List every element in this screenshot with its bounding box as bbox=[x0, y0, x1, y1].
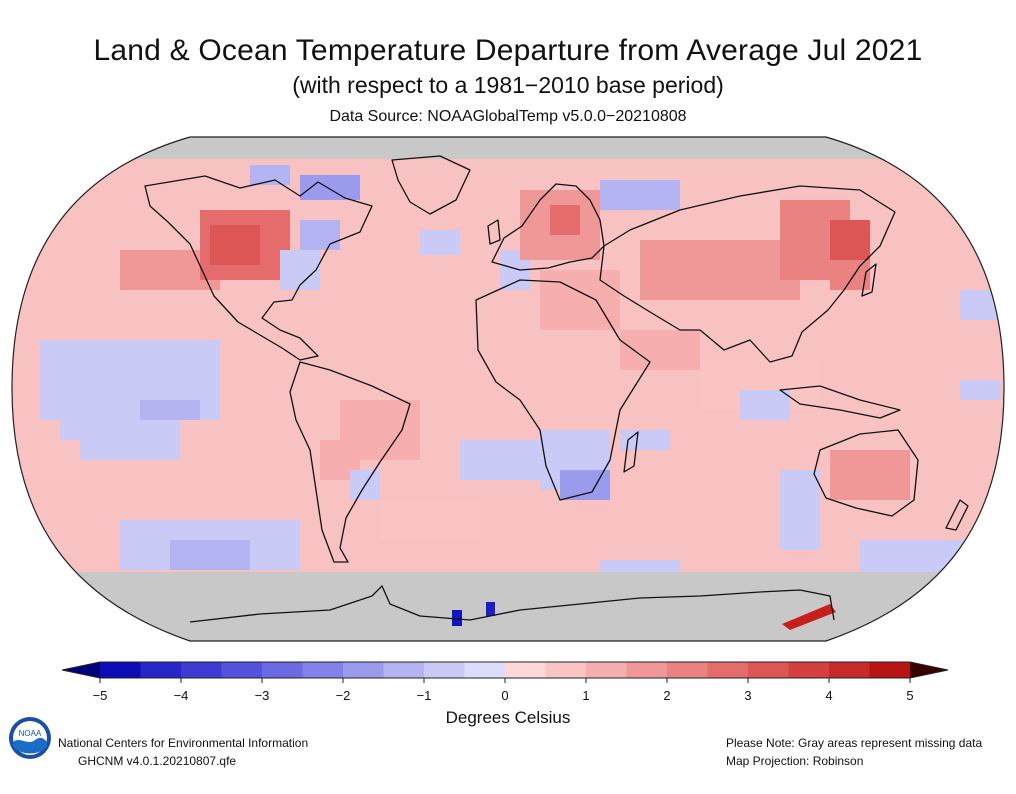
uk-coast bbox=[487, 219, 501, 245]
anomaly-cell bbox=[250, 165, 290, 185]
anomaly-cell bbox=[600, 180, 680, 210]
anomaly-cell bbox=[830, 450, 910, 500]
noaa-logo-icon: NOAA bbox=[9, 717, 51, 759]
madagascar-coast bbox=[623, 431, 639, 473]
anomaly-cell bbox=[280, 250, 320, 290]
anomaly-cell bbox=[960, 290, 1000, 320]
anomaly-cell bbox=[140, 400, 200, 420]
logo-text: NOAA bbox=[19, 729, 42, 738]
colorbar-segment bbox=[788, 662, 830, 678]
anomaly-cell bbox=[600, 560, 680, 574]
anomaly-cell bbox=[420, 230, 460, 255]
japan-coast bbox=[861, 263, 877, 297]
antarctic-cold-cell bbox=[452, 610, 462, 626]
anomaly-cell bbox=[300, 175, 360, 200]
coastlines bbox=[144, 155, 969, 623]
colorbar-segment bbox=[464, 662, 506, 678]
colorbar-segment bbox=[505, 662, 546, 678]
anomaly-cell bbox=[210, 225, 260, 265]
greenland-coast bbox=[391, 155, 471, 215]
colorbar-segment bbox=[829, 662, 870, 678]
missing-arctic bbox=[12, 137, 1004, 159]
colorbar-tick-label: 3 bbox=[744, 688, 751, 703]
colorbar-tick-label: −2 bbox=[336, 688, 351, 703]
colorbar-segment bbox=[181, 662, 222, 678]
north-america-coast bbox=[144, 175, 373, 361]
anomaly-cell bbox=[620, 330, 700, 370]
anomaly-cell bbox=[170, 540, 250, 570]
footer-note: Please Note: Gray areas represent missin… bbox=[726, 736, 983, 750]
anomaly-cell bbox=[780, 470, 820, 550]
footer-right: Please Note: Gray areas represent missin… bbox=[726, 734, 982, 770]
anomaly-cell bbox=[300, 220, 340, 250]
colorbar-tick-label: 1 bbox=[582, 688, 589, 703]
colorbar-tick-label: 2 bbox=[663, 688, 670, 703]
colorbar-tick-label: −3 bbox=[255, 688, 270, 703]
colorbar-segment bbox=[707, 662, 749, 678]
colorbar-segment bbox=[343, 662, 384, 678]
footer-version: GHCNM v4.0.1.20210807.qfe bbox=[78, 754, 237, 768]
missing-antarctic bbox=[12, 572, 1004, 641]
antarctic-warm-cell bbox=[782, 604, 836, 630]
antarctic-cold-cell bbox=[486, 602, 495, 616]
new-zealand-coast bbox=[945, 499, 969, 531]
anomaly-cell bbox=[540, 270, 620, 330]
colorbar-high-extension bbox=[910, 662, 948, 678]
anomaly-cell bbox=[380, 500, 480, 540]
anomaly-cell bbox=[550, 205, 580, 235]
colorbar-tick-label: 0 bbox=[501, 688, 508, 703]
anomaly-cell bbox=[960, 380, 1000, 400]
south-america-coast bbox=[289, 361, 411, 563]
data-source: Data Source: NOAAGlobalTemp v5.0.0−20210… bbox=[329, 108, 687, 125]
colorbar-low-extension bbox=[62, 662, 100, 678]
colorbar-segment bbox=[100, 662, 141, 678]
colorbar-tick-label: −1 bbox=[417, 688, 432, 703]
footer-projection: Map Projection: Robinson bbox=[726, 754, 864, 768]
colorbar-tick-label: −4 bbox=[174, 688, 189, 703]
colorbar-segment bbox=[869, 662, 911, 678]
australia-coast bbox=[813, 429, 919, 517]
colorbar-segment bbox=[586, 662, 627, 678]
europe-coast bbox=[491, 183, 605, 271]
antarctica-coast bbox=[189, 585, 835, 623]
anomaly-cell bbox=[620, 430, 670, 450]
anomaly-field bbox=[12, 137, 1004, 641]
map-subtitle: (with respect to a 1981−2010 base period… bbox=[292, 72, 724, 98]
anomaly-cell bbox=[40, 440, 80, 480]
footer-left: National Centers for Environmental Infor… bbox=[58, 734, 308, 770]
colorbar: −5 −4 −3 −2 −1 0 1 2 3 4 5 bbox=[61, 661, 949, 703]
anomaly-cell bbox=[640, 240, 800, 300]
asia-coast bbox=[599, 185, 896, 363]
colorbar-segment bbox=[302, 662, 344, 678]
colorbar-tick-label: 5 bbox=[906, 688, 913, 703]
colorbar-segment bbox=[667, 662, 708, 678]
colorbar-label: Degrees Celsius bbox=[445, 708, 571, 727]
colorbar-segment bbox=[221, 662, 263, 678]
colorbar-segment bbox=[140, 662, 182, 678]
colorbar-segment bbox=[262, 662, 303, 678]
map-title: Land & Ocean Temperature Departure from … bbox=[93, 34, 923, 67]
anomaly-cell bbox=[460, 440, 540, 480]
se-asia-islands bbox=[779, 385, 901, 419]
footer-org: National Centers for Environmental Infor… bbox=[58, 736, 309, 750]
colorbar-segment bbox=[626, 662, 668, 678]
colorbar-tick-label: 4 bbox=[825, 688, 832, 703]
colorbar-segment bbox=[383, 662, 425, 678]
anomaly-cell bbox=[740, 390, 790, 420]
africa-coast bbox=[475, 279, 651, 501]
colorbar-segment bbox=[748, 662, 789, 678]
colorbar-segment bbox=[424, 662, 465, 678]
colorbar-tick-label: −5 bbox=[93, 688, 108, 703]
map-frame bbox=[11, 136, 1005, 642]
colorbar-segment bbox=[545, 662, 587, 678]
